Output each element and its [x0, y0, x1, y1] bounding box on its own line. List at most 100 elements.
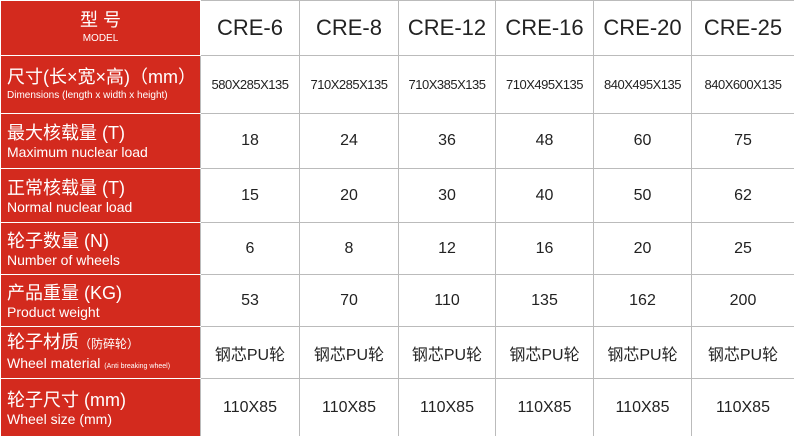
value-text: 钢芯PU轮 — [313, 346, 385, 364]
label-en-text: Number of wheels — [7, 251, 120, 268]
value-text: 162 — [629, 291, 656, 309]
model-cell: CRE-6 — [200, 0, 300, 56]
label-en-text: Dimensions (length x width x height) — [7, 89, 168, 101]
value-cell: 60 — [593, 113, 692, 169]
label-zh-text: 正常核载量 (T) — [7, 177, 125, 198]
value-cell: 钢芯PU轮 — [200, 326, 300, 379]
spec-row: 最大核载量 (T) Maximum nuclear load 18 24 36 48 60 7… — [0, 113, 794, 169]
value-cell: 钢芯PU轮 — [495, 326, 594, 379]
value-cell: 6 — [200, 222, 300, 275]
label-zh-note: （防碎轮） — [79, 336, 140, 351]
value-cell: 40 — [495, 168, 594, 223]
value-cell: 钢芯PU轮 — [593, 326, 692, 379]
value-text: 15 — [241, 186, 259, 204]
value-cell: 钢芯PU轮 — [398, 326, 496, 379]
value-text: 8 — [344, 239, 354, 257]
value-text: 钢芯PU轮 — [607, 346, 678, 364]
value-text: 6 — [245, 239, 255, 257]
label-en-text: Product weight — [7, 303, 100, 320]
value-cell: 110X85 — [299, 378, 399, 436]
value-text: 840X600X135 — [704, 76, 782, 92]
value-cell: 12 — [398, 222, 496, 275]
value-text: 钢芯PU轮 — [509, 346, 580, 364]
value-cell: 110X85 — [593, 378, 692, 436]
value-text: 25 — [734, 239, 752, 257]
value-cell: 36 — [398, 113, 496, 169]
row-label-zh: 产品重量 (KG) — [7, 282, 200, 304]
row-label-zh: 正常核载量 (T) — [7, 177, 200, 199]
value-text: 36 — [438, 132, 456, 149]
value-cell: 135 — [495, 274, 594, 327]
spec-row: 轮子材质（防碎轮） Wheel material (Anti breaking w… — [0, 326, 794, 379]
value-text: 20 — [340, 186, 358, 204]
value-cell: 75 — [691, 113, 794, 169]
model-name: CRE-8 — [315, 15, 382, 40]
model-name: CRE-20 — [603, 15, 682, 40]
value-cell: 18 — [200, 113, 300, 169]
label-zh-text: 尺寸(长×宽×高)（mm） — [7, 66, 196, 87]
row-label-en: Dimensions (length x width x height) — [7, 88, 200, 104]
label-zh-text: 最大核载量 (T) — [7, 123, 125, 143]
spec-row: 轮子尺寸 (mm) Wheel size (mm) 110X85 110X85 110X… — [0, 378, 794, 436]
value-cell: 110X85 — [691, 378, 794, 436]
value-text: 580X285X135 — [211, 76, 289, 92]
row-label-cell: 尺寸(长×宽×高)（mm） Dimensions (length x width … — [0, 55, 201, 114]
value-cell: 钢芯PU轮 — [691, 326, 794, 379]
model-cell: CRE-8 — [299, 0, 399, 56]
value-text: 710X285X135 — [310, 76, 388, 92]
value-text: 60 — [633, 132, 652, 149]
value-cell: 710X285X135 — [299, 55, 399, 114]
value-cell: 15 — [200, 168, 300, 223]
value-text: 200 — [729, 291, 757, 309]
value-text: 710X495X135 — [506, 76, 583, 92]
value-text: 110X85 — [223, 398, 277, 416]
value-cell: 110X85 — [200, 378, 300, 436]
model-name: CRE-16 — [505, 15, 584, 40]
value-cell: 48 — [495, 113, 594, 169]
value-text: 16 — [535, 239, 554, 257]
value-cell: 580X285X135 — [200, 55, 300, 114]
value-text: 110 — [434, 291, 460, 309]
value-text: 50 — [633, 186, 652, 204]
label-zh-text: 产品重量 (KG) — [7, 282, 122, 303]
value-text: 钢芯PU轮 — [411, 346, 483, 364]
model-cell: CRE-20 — [593, 0, 692, 56]
model-name: CRE-6 — [216, 15, 283, 40]
label-en-text: Maximum nuclear load — [7, 144, 148, 160]
header-row: 型 号 MODEL CRE-6 CRE-8 CRE-12 CRE-16 CRE-20 CRE-… — [0, 0, 794, 56]
value-text: 70 — [340, 291, 358, 309]
value-cell: 70 — [299, 274, 399, 327]
value-text: 18 — [241, 132, 259, 149]
value-text: 12 — [438, 239, 456, 257]
value-cell: 840X495X135 — [593, 55, 692, 114]
value-cell: 53 — [200, 274, 300, 327]
header-title-en: MODEL — [82, 33, 119, 44]
label-en-text: Wheel material — [7, 354, 101, 371]
model-cell: CRE-25 — [691, 0, 794, 56]
label-zh-text: 轮子数量 (N) — [7, 230, 109, 251]
model-name: CRE-25 — [703, 15, 783, 40]
value-text: 20 — [633, 239, 652, 257]
row-label-en: Wheel size (mm) — [7, 411, 200, 427]
row-label-cell: 最大核载量 (T) Maximum nuclear load — [0, 113, 201, 169]
value-cell: 710X495X135 — [495, 55, 594, 114]
row-label-zh: 轮子材质（防碎轮） — [7, 331, 200, 355]
value-cell: 24 — [299, 113, 399, 169]
value-cell: 162 — [593, 274, 692, 327]
row-label-en: Normal nuclear load — [7, 199, 200, 215]
header-title-zh: 型 号 — [79, 10, 121, 30]
spec-row: 正常核载量 (T) Normal nuclear load 15 20 30 40 50 62 — [0, 168, 794, 223]
value-text: 30 — [438, 186, 456, 204]
spec-row: 轮子数量 (N) Number of wheels 6 8 12 16 20 25 — [0, 222, 794, 275]
value-text: 840X495X135 — [604, 76, 681, 92]
value-cell: 200 — [691, 274, 794, 327]
value-cell: 25 — [691, 222, 794, 275]
value-cell: 110X85 — [495, 378, 594, 436]
value-cell: 20 — [299, 168, 399, 223]
value-text: 110X85 — [420, 398, 474, 416]
label-en-text: Wheel size (mm) — [7, 410, 113, 427]
value-cell: 16 — [495, 222, 594, 275]
row-label-en: Maximum nuclear load — [7, 144, 200, 160]
value-text: 110X85 — [322, 398, 376, 416]
